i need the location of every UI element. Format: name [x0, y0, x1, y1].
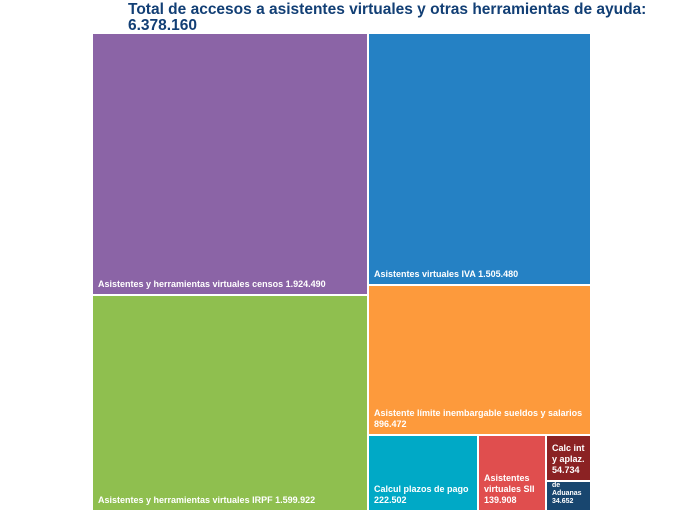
- treemap-cell: Calcul plazos de pago 222.502: [369, 436, 477, 510]
- cell-value: 1.505.480: [478, 269, 519, 279]
- cell-name: Calc int y aplaz.: [552, 443, 585, 464]
- cell-name: Asistentes virtuales SII: [484, 473, 535, 494]
- cell-value: 222.502: [374, 495, 407, 505]
- treemap-cell: Asistentes virtuales IVA 1.505.480: [369, 34, 590, 284]
- treemap-cell: Asistentes y herramientas virtuales cens…: [93, 34, 367, 294]
- total-value: 6.378.160: [128, 17, 197, 34]
- cell-value: 1.924.490: [285, 279, 326, 289]
- cell-label: Asistentes y herramientas virtuales cens…: [98, 279, 364, 290]
- cell-value: 54.734: [552, 465, 580, 475]
- cell-label: Asistentes virtuales SII 139.908: [484, 473, 542, 506]
- cell-name: Asistente límite inembargable sueldos y …: [374, 408, 583, 418]
- cell-value: 34.652: [552, 498, 574, 505]
- cell-name: Asistentes y herramientas virtuales cens…: [98, 279, 284, 289]
- cell-label: Calcul plazos de pago 222.502: [374, 484, 474, 506]
- cell-value: 139.908: [484, 495, 517, 505]
- treemap-cell: Asistentes y herramientas virtuales IRPF…: [93, 296, 367, 510]
- title-text: Total de accesos a asistentes virtuales …: [128, 1, 647, 18]
- cell-name: Calcul plazos de pago: [374, 484, 469, 494]
- treemap-cell: Asistentes virtuales SII 139.908: [479, 436, 545, 510]
- cell-name: Asistentes virtuales IVA: [374, 269, 476, 279]
- cell-label: Asistentes y herramientas virtuales IRPF…: [98, 495, 364, 506]
- cell-label: Asistente límite inembargable sueldos y …: [374, 408, 587, 430]
- treemap-cell: Asistente límite inembargable sueldos y …: [369, 286, 590, 434]
- treemap-cell: Calc int y aplaz. 54.734: [547, 436, 590, 480]
- cell-name: Informador de Aduanas: [552, 482, 582, 497]
- cell-value: 896.472: [374, 419, 407, 429]
- cell-value: 1.599.922: [275, 495, 316, 505]
- cell-label: Calc int y aplaz. 54.734: [552, 443, 587, 476]
- cell-label: Asistentes virtuales IVA 1.505.480: [374, 269, 587, 280]
- chart-title: Total de accesos a asistentes virtuales …: [128, 2, 646, 34]
- cell-name: Asistentes y herramientas virtuales IRPF: [98, 495, 273, 505]
